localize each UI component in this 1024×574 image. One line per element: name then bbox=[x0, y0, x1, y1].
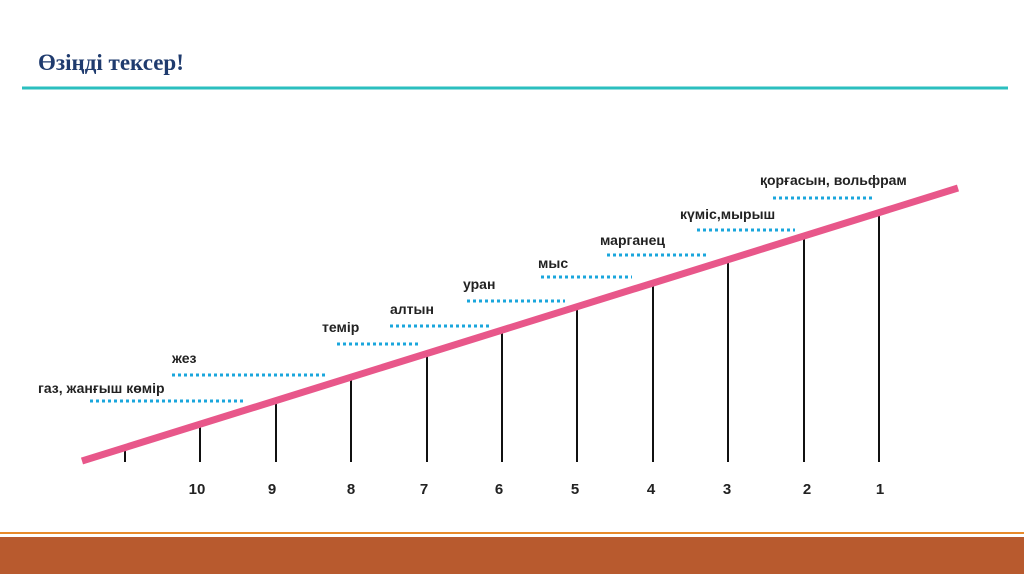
scale-label: 1 bbox=[876, 481, 884, 498]
material-label: қорғасын, вольфрам bbox=[760, 172, 907, 188]
scale-label: 10 bbox=[189, 481, 206, 498]
material-label: уран bbox=[463, 276, 495, 292]
scale-label: 7 bbox=[420, 481, 428, 498]
material-label: алтын bbox=[390, 301, 434, 317]
trend-line bbox=[80, 184, 960, 465]
scale-label: 6 bbox=[495, 481, 503, 498]
footer-bar bbox=[0, 537, 1024, 574]
labels: 10 9 8 7 6 5 4 3 2 1 газ, жанғыш көмір жез темір алты… bbox=[38, 172, 907, 498]
material-label: марганец bbox=[600, 232, 665, 248]
material-label: темір bbox=[322, 319, 359, 335]
material-label: күміс,мырыш bbox=[680, 206, 775, 222]
material-label: мыс bbox=[538, 255, 568, 271]
scale-label: 8 bbox=[347, 481, 355, 498]
bars bbox=[124, 212, 880, 462]
material-label: газ, жанғыш көмір bbox=[38, 380, 165, 396]
scale-label: 2 bbox=[803, 481, 811, 498]
material-label: жез bbox=[171, 350, 197, 366]
scale-label: 3 bbox=[723, 481, 731, 498]
scale-label: 9 bbox=[268, 481, 276, 498]
scale-label: 5 bbox=[571, 481, 579, 498]
slide-title: Өзіңді тексер! bbox=[38, 50, 184, 75]
scale-label: 4 bbox=[647, 481, 656, 498]
